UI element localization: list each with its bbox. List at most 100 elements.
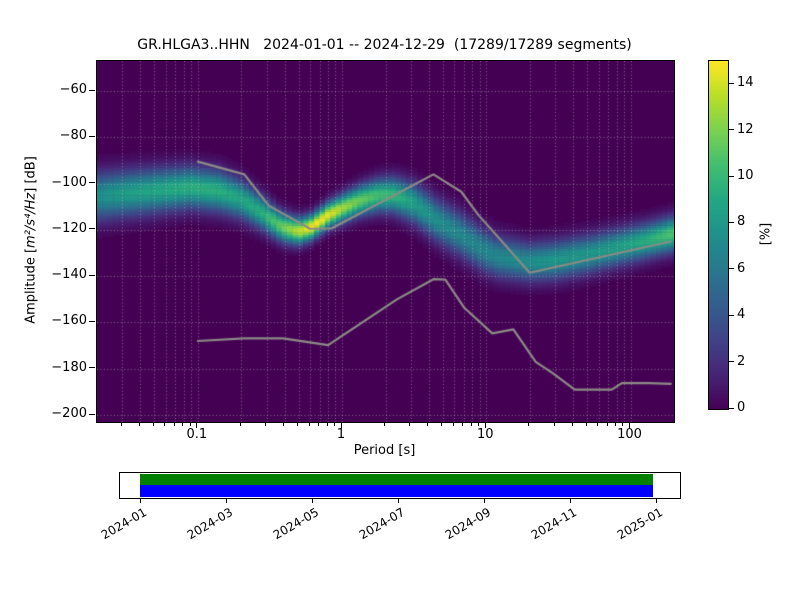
y-tick-label: −140 bbox=[51, 267, 87, 283]
x-minor-tick-mark bbox=[326, 422, 328, 426]
x-minor-tick-mark bbox=[571, 422, 573, 426]
x-minor-tick-mark bbox=[615, 422, 617, 426]
x-minor-tick-mark bbox=[462, 422, 464, 426]
colorbar-label: [%] bbox=[758, 222, 774, 246]
x-minor-tick-mark bbox=[441, 422, 443, 426]
x-minor-tick-mark bbox=[585, 422, 587, 426]
figure-title: GR.HLGA3..HHN 2024-01-01 -- 2024-12-29 (… bbox=[137, 37, 632, 53]
x-minor-tick-mark bbox=[283, 422, 285, 426]
coverage-timeline-box bbox=[119, 472, 681, 499]
timeline-tick-mark bbox=[655, 498, 657, 503]
y-tick-mark bbox=[89, 320, 95, 322]
colorbar-tick-mark bbox=[729, 361, 734, 363]
x-minor-tick-mark bbox=[622, 422, 624, 426]
timeline-tick-mark bbox=[569, 498, 571, 503]
y-tick-mark bbox=[89, 367, 95, 369]
colorbar-tick-mark bbox=[729, 268, 734, 270]
colorbar-tick-label: 4 bbox=[737, 307, 746, 323]
timeline-date-label: 2024-11 bbox=[528, 505, 579, 543]
x-minor-tick-mark bbox=[173, 422, 175, 426]
colorbar-tick-label: 0 bbox=[737, 400, 746, 415]
colorbar-tick-label: 8 bbox=[737, 214, 746, 230]
colorbar-tick-mark bbox=[729, 129, 734, 131]
x-minor-tick-mark bbox=[308, 422, 310, 426]
colorbar bbox=[708, 60, 729, 410]
x-minor-tick-mark bbox=[297, 422, 299, 426]
coverage-bar-bottom bbox=[140, 485, 653, 497]
x-axis-label: Period [s] bbox=[353, 443, 416, 458]
colorbar-tick-mark bbox=[729, 221, 734, 223]
x-tick-label: 100 bbox=[617, 427, 642, 442]
ppsd-heatmap-canvas bbox=[97, 61, 674, 422]
y-tick-label: −80 bbox=[59, 128, 87, 144]
x-minor-tick-mark bbox=[597, 422, 599, 426]
timeline-tick-mark bbox=[311, 498, 313, 503]
y-axis-label-prefix: Amplitude [ bbox=[23, 247, 39, 324]
y-tick-mark bbox=[89, 274, 95, 276]
x-minor-tick-mark bbox=[265, 422, 267, 426]
colorbar-tick-label: 2 bbox=[737, 353, 746, 369]
x-tick-mark bbox=[340, 422, 342, 428]
ppsd-plot-area bbox=[96, 60, 675, 423]
timeline-date-label: 2024-01 bbox=[98, 505, 149, 543]
x-minor-tick-mark bbox=[478, 422, 480, 426]
x-tick-label: 10 bbox=[477, 427, 494, 442]
y-tick-label: −100 bbox=[51, 174, 87, 190]
x-minor-tick-mark bbox=[427, 422, 429, 426]
y-tick-label: −60 bbox=[59, 82, 87, 98]
x-minor-tick-mark bbox=[189, 422, 191, 426]
coverage-bar-top bbox=[140, 474, 653, 485]
x-minor-tick-mark bbox=[152, 422, 154, 426]
y-tick-label: −200 bbox=[51, 406, 87, 422]
x-tick-mark bbox=[629, 422, 631, 428]
y-axis-label: Amplitude [m²/s⁴/Hz] [dB] bbox=[24, 156, 39, 324]
x-minor-tick-mark bbox=[452, 422, 454, 426]
x-minor-tick-mark bbox=[470, 422, 472, 426]
x-minor-tick-mark bbox=[384, 422, 385, 426]
timeline-date-label: 2024-03 bbox=[184, 505, 235, 543]
x-minor-tick-mark bbox=[120, 422, 122, 426]
colorbar-tick-label: 6 bbox=[737, 260, 746, 276]
x-minor-tick-mark bbox=[318, 422, 320, 426]
timeline-tick-mark bbox=[225, 498, 227, 503]
timeline-tick-mark bbox=[139, 498, 141, 503]
x-tick-mark bbox=[484, 422, 486, 428]
timeline-date-label: 2024-09 bbox=[442, 505, 493, 543]
colorbar-tick-mark bbox=[729, 82, 734, 84]
y-tick-mark bbox=[89, 89, 95, 91]
y-tick-mark bbox=[89, 135, 95, 137]
timeline-tick-mark bbox=[397, 498, 399, 503]
timeline-date-label: 2025-01 bbox=[614, 505, 665, 543]
x-minor-tick-mark bbox=[409, 422, 411, 426]
colorbar-tick-mark bbox=[729, 175, 734, 177]
timeline-date-label: 2024-05 bbox=[270, 505, 321, 543]
y-axis-label-suffix: ] [dB] bbox=[23, 156, 39, 193]
y-tick-label: −120 bbox=[51, 220, 87, 236]
x-minor-tick-mark bbox=[138, 422, 140, 426]
y-tick-label: −160 bbox=[51, 313, 87, 329]
x-tick-mark bbox=[196, 422, 198, 428]
y-tick-mark bbox=[89, 228, 95, 230]
colorbar-tick-label: 10 bbox=[737, 168, 754, 183]
x-minor-tick-mark bbox=[333, 422, 335, 426]
x-minor-tick-mark bbox=[239, 422, 241, 426]
colorbar-tick-mark bbox=[729, 314, 734, 316]
colorbar-gradient-canvas bbox=[709, 61, 728, 409]
x-minor-tick-mark bbox=[528, 422, 530, 426]
colorbar-tick-label: 12 bbox=[737, 121, 754, 137]
colorbar-tick-label: 14 bbox=[737, 75, 754, 91]
timeline-date-label: 2024-07 bbox=[356, 505, 407, 543]
x-minor-tick-mark bbox=[182, 422, 184, 426]
y-tick-mark bbox=[89, 413, 95, 415]
timeline-tick-mark bbox=[483, 498, 485, 503]
x-minor-tick-mark bbox=[553, 422, 555, 426]
x-tick-label: 1 bbox=[336, 427, 346, 442]
colorbar-tick-mark bbox=[729, 407, 734, 409]
y-tick-label: −180 bbox=[51, 359, 87, 375]
x-minor-tick-mark bbox=[606, 422, 608, 426]
x-tick-label: 0.1 bbox=[186, 427, 208, 442]
y-tick-mark bbox=[89, 182, 95, 184]
x-minor-tick-mark bbox=[164, 422, 166, 426]
y-axis-label-math: m²/s⁴/Hz bbox=[23, 192, 39, 248]
